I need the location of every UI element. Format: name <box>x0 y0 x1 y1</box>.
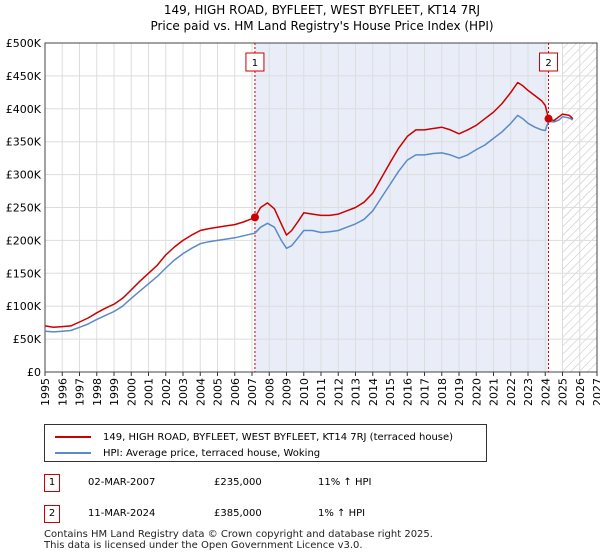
x-tick-label: 2022 <box>505 378 518 406</box>
footer-line-1: Contains HM Land Registry data © Crown c… <box>44 529 433 540</box>
x-tick-label: 1996 <box>56 378 69 406</box>
x-tick-label: 2007 <box>246 378 259 406</box>
y-tick-label: £350K <box>6 136 42 149</box>
x-tick-label: 2021 <box>488 378 501 406</box>
x-tick-label: 2006 <box>229 378 242 406</box>
y-tick-label: £450K <box>6 70 42 83</box>
y-tick-label: £500K <box>6 37 42 50</box>
x-tick-label: 2012 <box>332 378 345 406</box>
footer: Contains HM Land Registry data © Crown c… <box>44 529 433 551</box>
x-tick-label: 2024 <box>539 378 552 406</box>
x-tick-label: 2027 <box>591 378 600 406</box>
x-tick-label: 2019 <box>453 378 466 406</box>
y-tick-label: £250K <box>6 202 42 215</box>
x-tick-label: 2015 <box>384 378 397 406</box>
sale-date: 11-MAR-2024 <box>88 508 156 519</box>
legend-label-property: 149, HIGH ROAD, BYFLEET, WEST BYFLEET, K… <box>103 431 454 443</box>
x-tick-label: 2017 <box>419 378 432 406</box>
sale-point <box>544 114 553 123</box>
sale-marker-label: 1 <box>252 58 258 69</box>
x-tick-label: 2018 <box>436 378 449 406</box>
x-tick-label: 2026 <box>574 378 587 406</box>
x-tick-label: 1995 <box>39 378 52 406</box>
y-tick-label: £300K <box>6 169 42 182</box>
sale-hpi-change: 11% ↑ HPI <box>318 477 372 488</box>
y-tick-label: £200K <box>6 234 42 247</box>
sale-price: £235,000 <box>214 477 262 488</box>
x-tick-label: 2009 <box>281 378 294 406</box>
plot-frame <box>44 42 598 373</box>
sale-hpi-change: 1% ↑ HPI <box>318 508 366 519</box>
sale-marker-label: 2 <box>545 58 551 69</box>
x-tick-label: 2013 <box>350 378 363 406</box>
x-tick-label: 2016 <box>401 378 414 406</box>
sale-marker-box <box>539 52 559 72</box>
x-tick-label: 1998 <box>91 378 104 406</box>
x-tick-label: 1997 <box>74 378 87 406</box>
x-tick-label: 2004 <box>194 378 207 406</box>
chart-title: 149, HIGH ROAD, BYFLEET, WEST BYFLEET, K… <box>164 3 480 17</box>
chart-subtitle: Price paid vs. HM Land Registry's House … <box>150 19 493 33</box>
x-tick-label: 2023 <box>522 378 535 406</box>
chart: 149, HIGH ROAD, BYFLEET, WEST BYFLEET, K… <box>6 3 600 406</box>
x-tick-label: 1999 <box>108 378 121 406</box>
legend-item-property: 149, HIGH ROAD, BYFLEET, WEST BYFLEET, K… <box>55 429 453 445</box>
legend-swatch-property <box>55 436 91 438</box>
sale-number-badge: 2 <box>44 505 60 523</box>
sale-point <box>250 213 259 222</box>
legend-item-hpi: HPI: Average price, terraced house, Woki… <box>55 445 320 461</box>
legend-label-hpi: HPI: Average price, terraced house, Woki… <box>103 447 321 459</box>
sale-number-badge: 1 <box>44 474 60 492</box>
x-tick-label: 2025 <box>557 378 570 406</box>
legend-swatch-hpi <box>55 452 91 454</box>
x-tick-label: 2020 <box>470 378 483 406</box>
x-tick-label: 2014 <box>367 378 380 406</box>
y-tick-label: £100K <box>6 300 42 313</box>
series-line-hpi <box>44 114 574 333</box>
sale-marker-box <box>245 52 265 72</box>
x-tick-label: 2011 <box>315 378 328 406</box>
y-tick-label: £50K <box>13 333 42 346</box>
legend: 149, HIGH ROAD, BYFLEET, WEST BYFLEET, K… <box>44 424 487 462</box>
series-line-property <box>44 81 574 329</box>
y-tick-label: £0 <box>27 366 41 379</box>
x-tick-label: 2005 <box>212 378 225 406</box>
x-tick-label: 2000 <box>125 378 138 406</box>
x-tick-label: 2001 <box>143 378 156 406</box>
sale-date: 02-MAR-2007 <box>88 477 156 488</box>
footer-line-2: This data is licensed under the Open Gov… <box>44 540 363 551</box>
sale-price: £385,000 <box>214 508 262 519</box>
y-tick-label: £400K <box>6 103 42 116</box>
x-tick-label: 2003 <box>177 378 190 406</box>
x-tick-label: 2008 <box>263 378 276 406</box>
y-tick-label: £150K <box>6 267 42 280</box>
x-tick-label: 2002 <box>160 378 173 406</box>
x-tick-label: 2010 <box>298 378 311 406</box>
